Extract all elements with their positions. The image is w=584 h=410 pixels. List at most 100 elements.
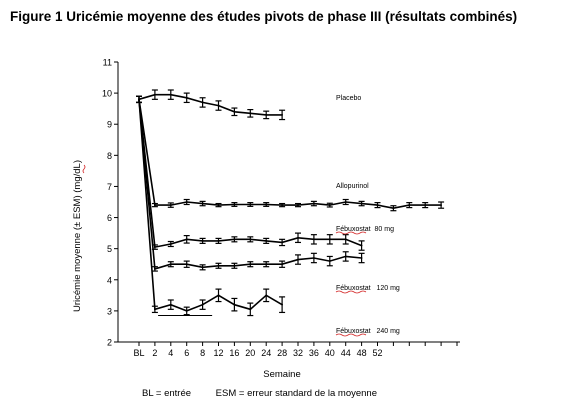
series-label: Allopurinol (336, 183, 369, 190)
data-point (328, 260, 331, 263)
data-point (360, 244, 363, 247)
y-tick-label: 3 (107, 306, 112, 316)
series-line (138, 99, 283, 312)
footnote: BL = entrée ESM = erreur standard de la … (142, 388, 399, 399)
data-point (313, 238, 315, 241)
data-point (154, 246, 156, 249)
y-tick-label: 9 (107, 120, 112, 130)
figure-title: Figure 1 Uricémie moyenne des études piv… (10, 9, 518, 24)
data-point (281, 113, 283, 116)
footnote-bl: BL = entrée (142, 388, 192, 399)
data-point (233, 264, 236, 267)
data-point (169, 243, 172, 245)
y-axis-ticks: 2 3 4 5 6 7 8 9 10 11 (102, 58, 118, 348)
data-point (233, 110, 236, 113)
spellcheck-underline (335, 231, 367, 235)
series-annotations: Placebo Allopurinol Fébuxostat 80 mg Fébuxo… (82, 95, 400, 337)
x-tick-label: 4 (168, 348, 173, 358)
data-point (217, 239, 220, 242)
x-tick-label: 24 (261, 348, 271, 358)
data-point (265, 239, 268, 242)
x-tick-label: BL (133, 348, 144, 358)
data-point (328, 238, 331, 241)
data-point (344, 201, 347, 203)
x-tick-label: 48 (357, 348, 367, 358)
data-point (154, 204, 156, 207)
series-label: Placebo (336, 95, 361, 102)
data-point (360, 257, 363, 259)
y-tick-label: 7 (107, 182, 112, 192)
y-tick-label: 5 (107, 244, 112, 254)
x-axis-label: Semaine (263, 369, 301, 380)
series-label: Fébuxostat 240 mg (336, 328, 400, 335)
footnote-esm: ESM = erreur standard de la moyenne (215, 388, 377, 399)
series-line (138, 93, 283, 116)
data-point (440, 204, 442, 207)
data-point (297, 236, 299, 239)
spellcheck-underline (335, 333, 367, 337)
data-point (249, 203, 252, 206)
y-tick-label: 11 (103, 58, 112, 68)
y-tick-label: 2 (107, 338, 112, 348)
series-1 (136, 89, 286, 121)
x-tick-label: 16 (229, 348, 239, 358)
data-point (344, 255, 347, 258)
data-point (217, 264, 220, 267)
data-point (392, 207, 395, 210)
chart-axes (117, 62, 460, 343)
data-point (201, 101, 204, 104)
series-line (138, 99, 362, 249)
data-point (313, 257, 315, 259)
data-point (344, 238, 347, 241)
y-tick-label: 8 (107, 151, 112, 161)
y-tick-label: 4 (107, 275, 112, 285)
series-label: Fébuxostat 120 mg (336, 285, 400, 292)
x-tick-label: 12 (213, 348, 223, 358)
data-point (217, 104, 220, 107)
data-point (138, 98, 140, 101)
data-point (217, 204, 220, 207)
series-3 (136, 95, 365, 251)
data-point (185, 263, 188, 266)
data-point (154, 93, 156, 96)
data-point (297, 204, 299, 207)
x-tick-label: 6 (184, 348, 189, 358)
x-tick-label: 2 (152, 348, 157, 358)
data-point (217, 294, 220, 297)
data-point (185, 201, 188, 203)
x-tick-label: 40 (325, 348, 335, 358)
data-point (265, 203, 268, 206)
data-point (201, 239, 204, 242)
data-point (185, 96, 188, 99)
data-point (185, 309, 188, 312)
x-axis-ticks: BL 2 4 6 8 12 16 20 24 28 32 36 40 44 48 52 (133, 342, 458, 358)
series-line (138, 99, 442, 210)
y-axis-label: Uricémie moyenne (± ESM) (mg/dL) (72, 160, 83, 312)
x-tick-label: 52 (372, 348, 382, 358)
x-tick-label: 32 (293, 348, 303, 358)
data-point (297, 258, 299, 261)
series-label: Fébuxostat 80 mg (336, 226, 394, 233)
x-tick-label: 36 (309, 348, 319, 358)
data-point (233, 238, 236, 241)
data-point (201, 202, 204, 205)
chart-series (136, 89, 445, 317)
y-tick-label: 6 (107, 213, 112, 223)
data-point (281, 303, 283, 306)
spellcheck-underline (335, 290, 367, 294)
data-point (265, 113, 268, 116)
data-point (313, 202, 315, 205)
data-point (265, 263, 268, 266)
data-point (249, 112, 252, 115)
data-point (281, 263, 283, 266)
x-tick-label: 28 (277, 348, 287, 358)
spellcheck-underline (82, 164, 86, 174)
x-tick-label: 8 (200, 348, 205, 358)
data-point (169, 93, 172, 96)
data-point (424, 204, 427, 207)
data-point (201, 303, 204, 306)
data-point (169, 263, 172, 266)
data-point (408, 204, 411, 207)
data-point (169, 204, 172, 207)
